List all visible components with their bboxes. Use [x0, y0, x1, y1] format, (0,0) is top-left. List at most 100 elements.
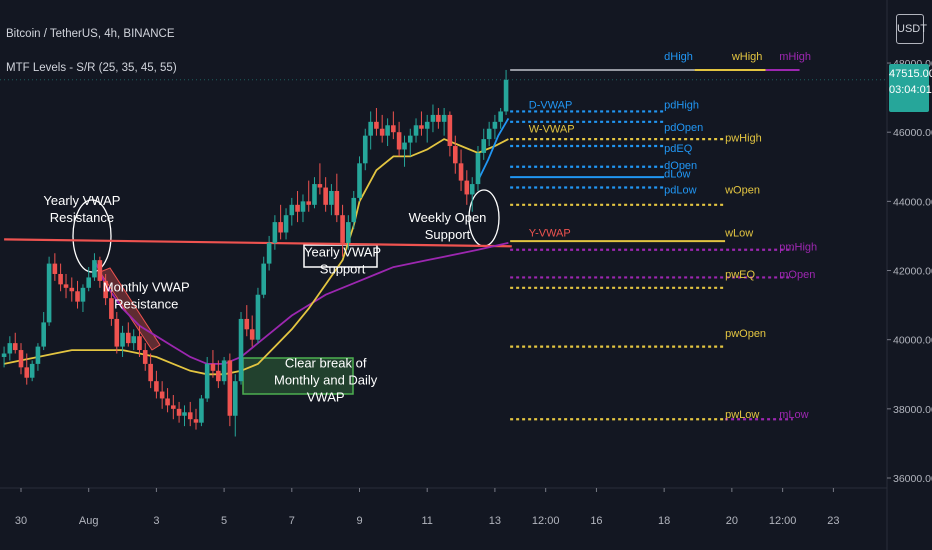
level-label: pwLow	[725, 409, 759, 421]
candle-body	[458, 163, 464, 181]
candle-body	[199, 398, 204, 423]
candle-body	[492, 121, 498, 129]
candle-body	[182, 412, 187, 416]
candle-body	[18, 350, 24, 368]
level-label: dOpen	[664, 160, 697, 172]
candle-body	[255, 294, 261, 340]
candle-body	[419, 125, 424, 129]
y-tick-label: 38000.00	[893, 404, 932, 416]
level-label: pwOpen	[725, 328, 766, 340]
candle-body	[148, 363, 153, 382]
candle-body	[154, 381, 159, 392]
candle-body	[357, 163, 362, 198]
chart-annotation: Resistance	[114, 296, 178, 311]
candle-body	[503, 79, 509, 112]
candle-body	[193, 419, 199, 423]
x-tick-label: 5	[221, 515, 227, 527]
candle-body	[447, 114, 453, 147]
chart-annotation: Weekly Open	[409, 210, 487, 225]
candle-body	[52, 263, 58, 274]
candle-body	[368, 121, 373, 136]
x-tick-label: 3	[153, 515, 159, 527]
chart-annotation: Support	[425, 227, 471, 242]
level-label: dLow	[664, 169, 690, 181]
candle-body	[266, 242, 272, 264]
level-label: Y-VWAP	[529, 227, 571, 239]
candle-body	[216, 370, 221, 382]
level-label: wOpen	[724, 184, 760, 196]
level-label: mLow	[779, 409, 808, 421]
level-label: wLow	[724, 227, 753, 239]
candle-body	[12, 343, 18, 351]
candle-body	[29, 363, 35, 378]
candle-body	[334, 190, 340, 216]
last-price: 47515.00	[889, 68, 932, 80]
candle-body	[131, 336, 137, 344]
candle-body	[441, 114, 447, 122]
yearly-vwap-line	[4, 238, 512, 248]
candle-body	[413, 125, 419, 136]
x-tick-label: 13	[489, 515, 501, 527]
candle-body	[481, 139, 487, 153]
candle-body	[165, 398, 170, 406]
candle-body	[436, 114, 441, 122]
x-tick-label: 16	[590, 515, 602, 527]
candle-body	[430, 114, 436, 122]
candle-body	[402, 142, 407, 150]
last-price-tag: 47515.00 03:04:01	[889, 64, 932, 112]
level-label: D-VWAP	[529, 100, 573, 112]
candle-body	[469, 184, 475, 195]
candle-body	[391, 125, 396, 133]
y-tick-label: 46000.00	[893, 127, 932, 139]
candle-body	[97, 260, 103, 281]
candle-body	[80, 287, 86, 302]
x-tick-label: 12:00	[532, 515, 560, 527]
candle-body	[142, 350, 148, 364]
bar-countdown: 03:04:01	[889, 84, 932, 96]
indicator-title: MTF Levels - S/R (25, 35, 45, 55)	[6, 62, 177, 74]
x-tick-label: 12:00	[769, 515, 797, 527]
candle-body	[69, 287, 75, 292]
candle-body	[159, 391, 165, 399]
x-tick-label: Aug	[79, 515, 99, 527]
candle-body	[323, 187, 328, 205]
candle-body	[289, 204, 295, 216]
candle-body	[204, 363, 210, 399]
candle-body	[227, 360, 233, 416]
vwap-break-highlight	[242, 357, 354, 395]
candle-body	[24, 367, 30, 378]
candle-body	[317, 184, 323, 188]
candle-body	[464, 180, 470, 195]
candle-body	[109, 298, 114, 319]
candle-body	[340, 215, 345, 243]
y-tick-label: 42000.00	[893, 266, 932, 278]
chart-annotation: VWAP	[307, 389, 345, 404]
level-label: wHigh	[731, 51, 763, 63]
candle-body	[221, 360, 227, 382]
candle-body	[210, 363, 216, 371]
candle-body	[63, 284, 69, 288]
symbol-title: Bitcoin / TetherUS, 4h, BINANCE	[6, 28, 175, 40]
yearly-resistance-ellipse	[72, 199, 112, 273]
level-label: pdHigh	[664, 100, 699, 112]
candle-body	[171, 405, 176, 409]
candle-body	[498, 111, 503, 122]
y-tick-label: 40000.00	[893, 335, 932, 347]
candle-body	[452, 146, 458, 164]
candle-body	[244, 318, 250, 330]
level-label: pmHigh	[779, 241, 817, 253]
currency-badge[interactable]: USDT	[896, 14, 927, 44]
x-tick-label: 30	[15, 515, 27, 527]
chart-annotation: Monthly and Daily	[274, 372, 378, 387]
candle-body	[86, 277, 91, 288]
chart-annotation: Support	[320, 262, 366, 277]
candle-body	[261, 263, 267, 295]
candle-body	[137, 336, 142, 351]
candle-body	[424, 121, 430, 129]
candle-body	[35, 346, 41, 364]
monthly-vwap-line	[93, 242, 509, 365]
candle-body	[283, 215, 289, 233]
level-label: pdEQ	[664, 143, 693, 155]
chart-annotation: Resistance	[50, 210, 114, 225]
